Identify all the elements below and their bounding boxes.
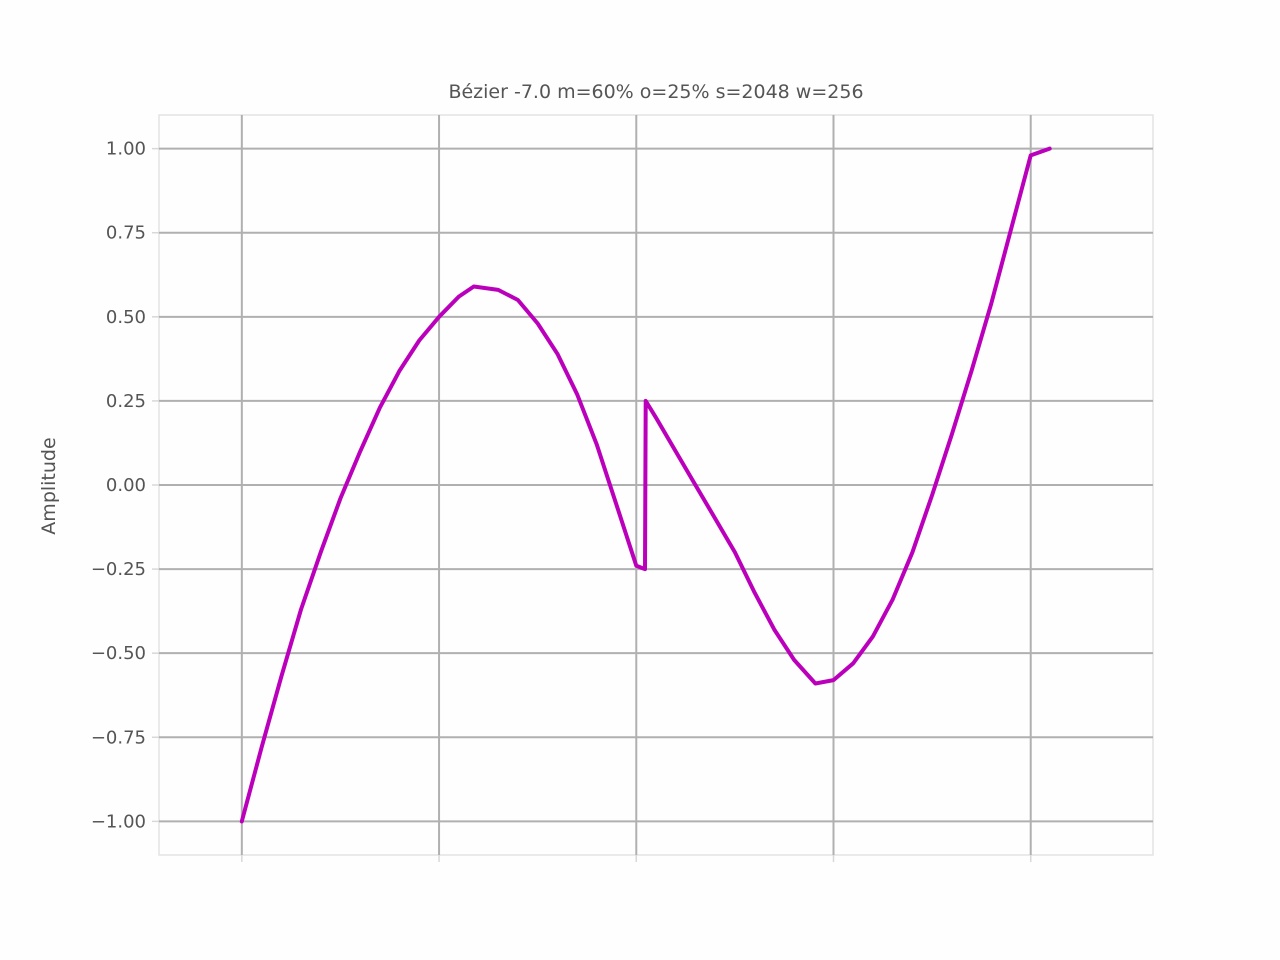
y-tick-label: 0.25 <box>106 391 146 412</box>
chart-title: Bézier -7.0 m=60% o=25% s=2048 w=256 <box>448 81 863 103</box>
grid-layer <box>159 115 1153 855</box>
y-tick-label: −1.00 <box>91 811 146 832</box>
y-tick-label: 0.75 <box>106 223 146 244</box>
y-tick-label: −0.25 <box>91 559 146 580</box>
y-tick-label: −0.75 <box>91 727 146 748</box>
y-axis-ticks: 1.00 0.75 0.50 0.25 0.00 −0.25 −0.50 −0.75 −1.00 <box>91 139 1032 862</box>
y-tick-label: 0.50 <box>106 307 146 328</box>
y-axis-label: Amplitude <box>38 437 60 534</box>
series-line <box>239 146 1052 824</box>
y-tick-label: 1.00 <box>106 139 146 160</box>
y-tick-label: −0.50 <box>91 643 146 664</box>
series-layer <box>239 146 1052 824</box>
y-tick-label: 0.00 <box>106 475 146 496</box>
